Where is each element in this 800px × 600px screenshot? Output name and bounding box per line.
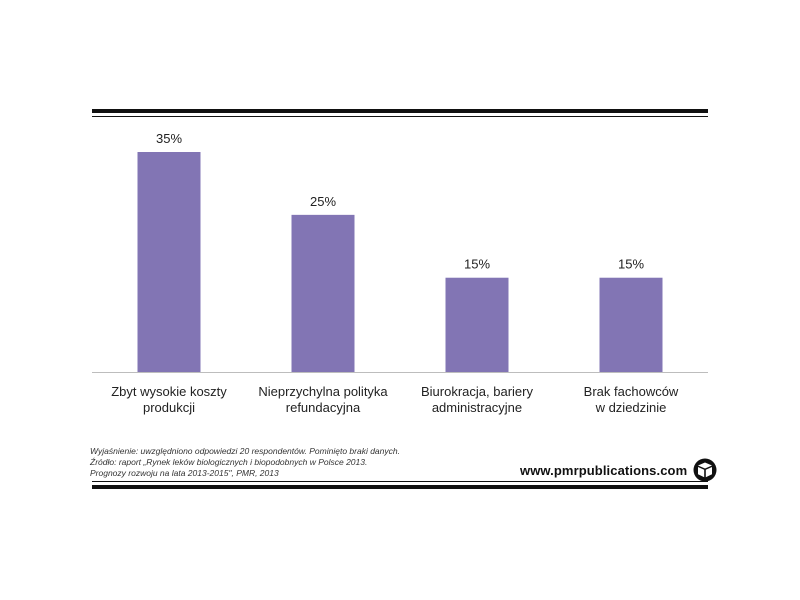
bar (291, 214, 355, 372)
bar (137, 152, 201, 372)
bottom-rule-thin (92, 481, 708, 482)
category-label: Brak fachowców (584, 384, 679, 399)
category-label: Nieprzychylna polityka (258, 384, 388, 399)
top-rule-thick (92, 109, 708, 113)
footnotes: Wyjaśnienie: uwzględniono odpowiedzi 20 … (90, 446, 490, 479)
category-label: Biurokracja, bariery (421, 384, 533, 399)
footnote-source: Źródło: raport „Rynek leków biologicznyc… (90, 457, 368, 467)
brand-url: www.pmrpublications.com (520, 462, 688, 478)
bar (445, 277, 509, 372)
category-label: w dziedzinie (595, 400, 667, 415)
bar (599, 277, 663, 372)
pmr-cube-logo-icon (693, 458, 717, 482)
brand: www.pmrpublications.com (520, 458, 717, 482)
data-label: 35% (156, 131, 182, 146)
footnote-explanation: Wyjaśnienie: uwzględniono odpowiedzi 20 … (90, 446, 400, 456)
data-label: 15% (464, 257, 490, 272)
category-label: produkcji (143, 400, 195, 415)
data-label: 25% (310, 194, 336, 209)
category-label: refundacyjna (286, 400, 361, 415)
top-rule-thin (92, 116, 708, 117)
category-label: administracyjne (432, 400, 522, 415)
data-label: 15% (618, 257, 644, 272)
category-label: Zbyt wysokie koszty (111, 384, 227, 399)
footnote-source-continued: Prognozy rozwoju na lata 2013-2015", PMR… (90, 468, 279, 478)
bottom-rule-thick (92, 485, 708, 489)
